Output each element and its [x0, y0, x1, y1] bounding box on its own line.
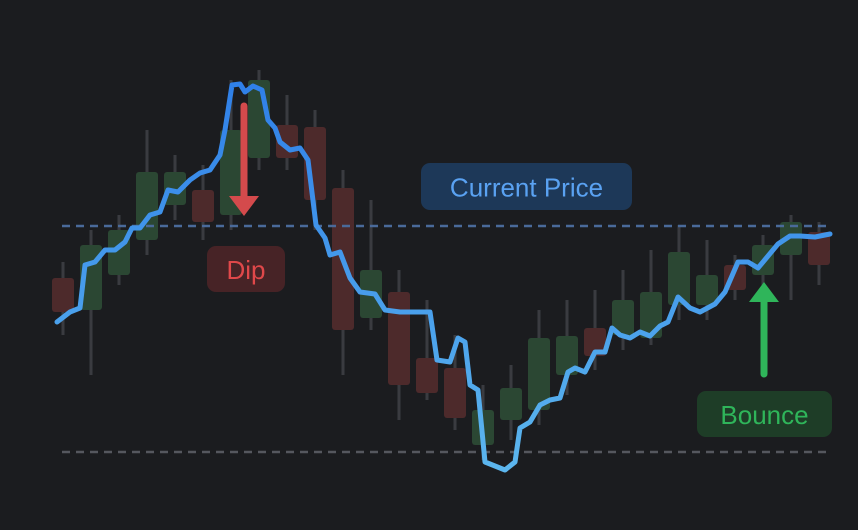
candle-body: [164, 172, 186, 205]
candle-body: [388, 292, 410, 385]
bounce-arrow-head: [749, 282, 779, 302]
candle-body: [192, 190, 214, 222]
candle-body: [808, 232, 830, 265]
candle-body: [500, 388, 522, 420]
annotation-box: [207, 246, 285, 292]
candle-body: [528, 338, 550, 410]
candle-body: [444, 368, 466, 418]
candle-body: [52, 278, 74, 312]
annotation-box: [697, 391, 832, 437]
candle-body: [220, 130, 242, 215]
candle-body: [696, 275, 718, 305]
reference-lines: [62, 224, 832, 454]
annotation-box: [421, 163, 632, 210]
annotation-label: Bounce: [720, 400, 808, 430]
price-line-group: [54, 81, 833, 473]
annotations: Current Price Dip Bounce: [207, 102, 832, 437]
candle-body: [612, 300, 634, 335]
candle-body: [584, 328, 606, 356]
annotation-label: Current Price: [450, 173, 603, 203]
annotation-label: Dip: [226, 255, 265, 285]
dip-arrow-head: [229, 196, 259, 216]
price-line: [54, 81, 833, 473]
candles: [52, 70, 830, 460]
candle-body: [668, 252, 690, 305]
candle-body: [416, 358, 438, 393]
candle-body: [556, 336, 578, 375]
